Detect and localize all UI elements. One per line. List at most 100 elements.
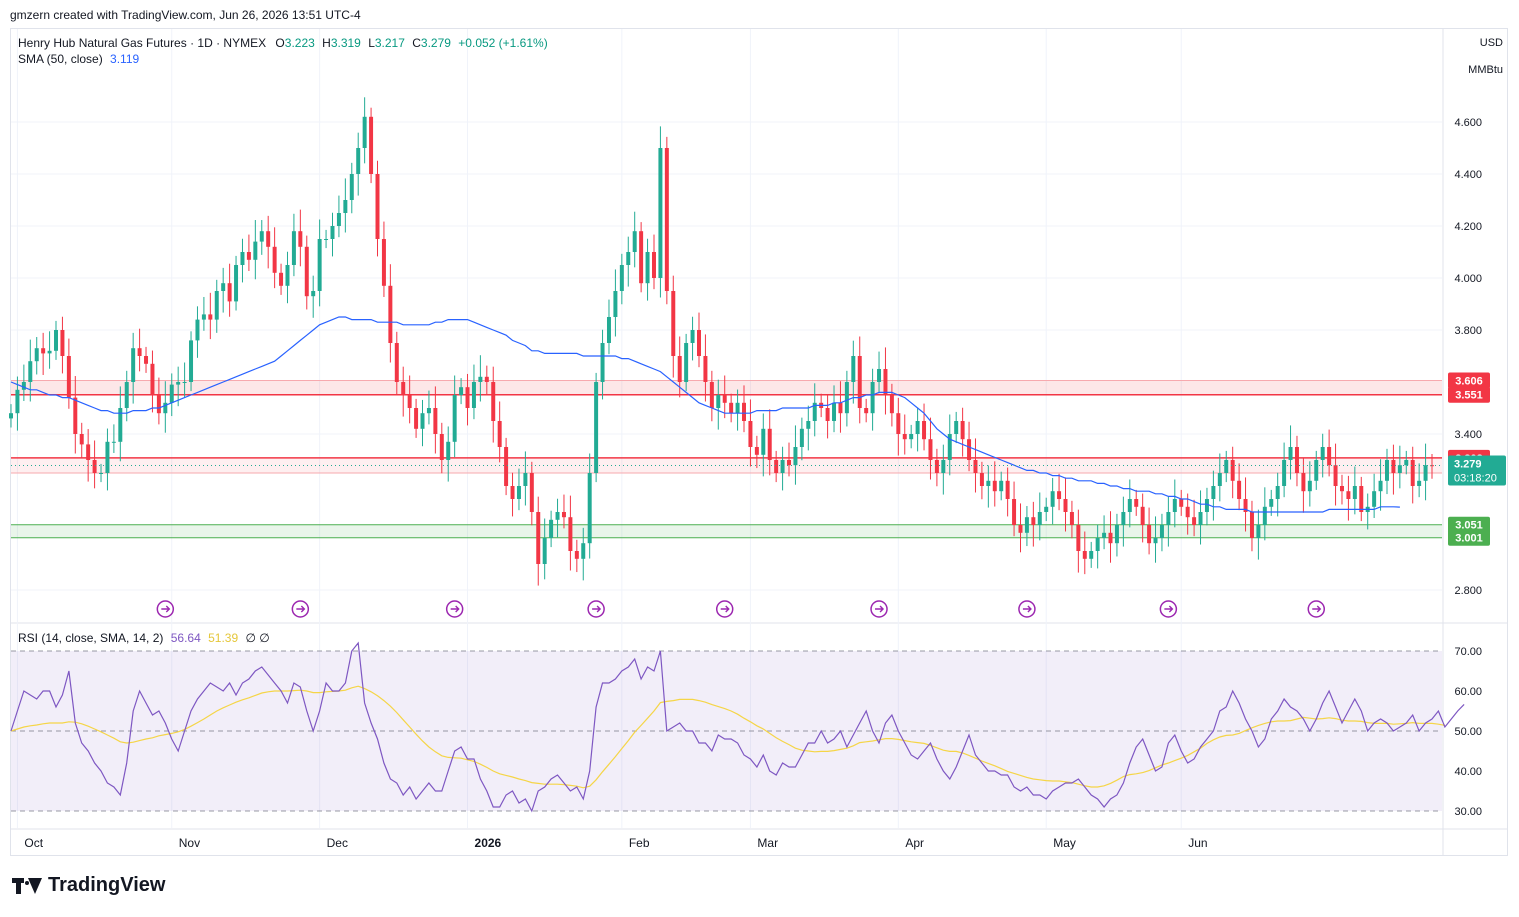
candle-body [1005, 480, 1010, 499]
candle-body [709, 382, 714, 408]
candle-body [954, 421, 959, 434]
candle-body [1423, 465, 1428, 481]
unit-label[interactable]: MMBtu [1468, 64, 1503, 76]
candle-body [941, 460, 946, 473]
candle-body [1089, 551, 1094, 559]
last-price-text: 3.279 [1454, 458, 1482, 470]
candle-body [1391, 460, 1396, 473]
candle-body [568, 517, 573, 551]
candle-body [381, 239, 386, 286]
price-level-tag [1448, 372, 1490, 389]
rsi-legend: RSI (14, close, SMA, 14, 2) 56.64 51.39 … [18, 631, 270, 645]
event-arrow-icon [1164, 605, 1174, 613]
candle-body [195, 319, 200, 341]
rsi-label[interactable]: RSI (14, close, SMA, 14, 2) [18, 631, 164, 645]
candle-body [208, 314, 213, 320]
candle-body [806, 421, 811, 429]
candle-body [529, 473, 534, 512]
rsi-value: 56.64 [170, 631, 201, 645]
candle-body [324, 239, 329, 240]
candle-body [9, 413, 13, 419]
candle-body [587, 473, 592, 544]
event-arrow-icon [296, 605, 306, 613]
candle-body [201, 314, 206, 320]
candle-body [626, 252, 631, 265]
candle-body [439, 434, 444, 460]
candle-body [240, 252, 245, 265]
candle-body [1417, 480, 1422, 486]
candle-body [111, 441, 116, 443]
candle-body [291, 231, 296, 265]
currency-label[interactable]: USD [1479, 37, 1503, 49]
candle-body [28, 361, 33, 382]
candle-body [1082, 551, 1087, 559]
candle-body [1204, 499, 1209, 512]
candle-body [105, 441, 110, 473]
candle-body [979, 473, 984, 486]
event-arrow-icon [161, 605, 171, 613]
candle-body [356, 148, 361, 174]
candle-body [793, 447, 798, 466]
candle-body [1166, 512, 1171, 525]
time-tick-label: 2026 [475, 836, 502, 850]
rsi-sma-line [10, 685, 1446, 789]
sma-value: 3.119 [110, 52, 140, 66]
candle-body [928, 439, 933, 460]
candle-body [414, 408, 419, 429]
candle-body [375, 174, 380, 239]
candle-body [169, 384, 174, 403]
resistance-zone [11, 380, 1442, 395]
candle-body [844, 382, 849, 414]
candle-body [394, 343, 399, 382]
candle-body [1269, 499, 1274, 507]
candle-body [34, 348, 39, 362]
candle-body [189, 340, 194, 382]
rsi-extra: ∅ ∅ [245, 631, 270, 645]
candle-body [787, 460, 792, 466]
candle-body [1339, 486, 1344, 492]
candle-body [131, 348, 136, 382]
candle-body [1147, 525, 1152, 544]
candle-body [600, 343, 605, 382]
candle-body [619, 265, 624, 291]
candle-body [99, 473, 104, 474]
candle-body [729, 402, 734, 414]
price-tick-label: 4.600 [1454, 117, 1482, 129]
candle-body [516, 486, 521, 499]
candle-body [1198, 512, 1203, 525]
candle-body [1211, 486, 1216, 499]
candle-body [1063, 499, 1068, 512]
candle-body [883, 369, 888, 395]
brand-name: TradingView [48, 874, 166, 896]
candle-body [1095, 538, 1100, 551]
tradingview-logo[interactable]: TradingView [12, 874, 165, 897]
candle-body [1012, 499, 1017, 525]
candle-body [465, 387, 470, 408]
sma-label[interactable]: SMA (50, close) [18, 52, 103, 66]
candle-body [677, 356, 682, 382]
candle-body [1018, 525, 1023, 533]
candle-body [1275, 486, 1280, 499]
candle-body [150, 363, 155, 395]
candle-body [1076, 525, 1081, 551]
candle-body [1031, 517, 1036, 525]
price-tick-label: 2.800 [1454, 585, 1482, 597]
symbol-label[interactable]: Henry Hub Natural Gas Futures · 1D · NYM… [18, 36, 267, 50]
candle-body [41, 348, 46, 354]
time-tick-label: Jun [1188, 836, 1207, 850]
price-level-text: 3.051 [1455, 520, 1483, 532]
event-arrow-icon [1312, 605, 1322, 613]
candle-body [1044, 506, 1049, 512]
candle-body [684, 343, 689, 382]
rsi-tick-label: 70.00 [1454, 646, 1482, 658]
price-level-text: 3.606 [1455, 375, 1483, 387]
candle-body [549, 519, 554, 538]
candle-body [523, 473, 528, 486]
candle-body [722, 395, 727, 403]
rsi-tick-label: 50.00 [1454, 726, 1482, 738]
tradingview-logo-icon [12, 877, 42, 894]
candle-body [742, 402, 746, 421]
candle-body [838, 402, 843, 414]
main-legend: Henry Hub Natural Gas Futures · 1D · NYM… [18, 35, 548, 67]
